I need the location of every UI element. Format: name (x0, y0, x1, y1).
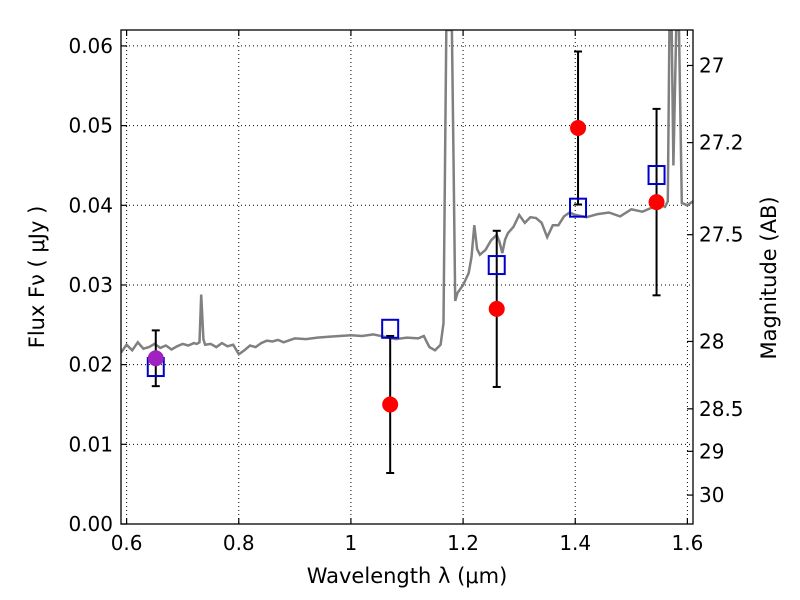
plot-frame (120, 29, 694, 525)
model-spectrum-series (121, 30, 693, 357)
y2-tick-label: 29 (699, 439, 724, 463)
y2-tick-label: 28 (699, 329, 724, 353)
observed-photometry-point (147, 350, 164, 367)
model-photometry-square (381, 318, 400, 339)
observed-photometry-point (488, 300, 505, 317)
observed-photometry-point (570, 120, 587, 137)
model-photometry-square (487, 255, 506, 276)
y-axis-title: Flux Fν ( μJy ) (25, 206, 49, 349)
y2-tick-label: 27 (699, 53, 724, 77)
observed-errorbars (151, 50, 661, 475)
y2-axis-title: Magnitude (AB) (757, 196, 781, 359)
x-tick-label: 1.2 (447, 531, 479, 555)
model-photometry-square (569, 197, 588, 218)
y-tick-label: 0.02 (68, 353, 113, 377)
y-tick-label: 0.01 (68, 432, 113, 456)
y2-tick-label: 27.2 (699, 131, 744, 155)
y2-tick-label: 30 (699, 483, 724, 507)
x-tick-label: 1 (345, 531, 358, 555)
y-tick-label: 0.05 (68, 114, 113, 138)
grid-lines (121, 30, 693, 525)
y-tick-label: 0.06 (68, 34, 113, 58)
x-tick-label: 0.8 (223, 531, 255, 555)
observed-photometry-point (382, 396, 399, 413)
y-tick-label: 0.04 (68, 193, 113, 217)
x-tick-labels: 0.6 0.8 1 1.2 1.4 1.6 (111, 531, 704, 555)
y-tick-label: 0.00 (68, 512, 113, 536)
x-tick-label: 1.6 (671, 531, 703, 555)
y-tick-label: 0.03 (68, 273, 113, 297)
x-axis-title: Wavelength λ (μm) (307, 564, 508, 588)
model-spectrum-line (121, 30, 693, 357)
y2-tick-label: 28.5 (699, 397, 744, 421)
observed-photometry-points (147, 120, 665, 413)
y-tick-labels: 0.00 0.01 0.02 0.03 0.04 0.05 0.06 (68, 34, 113, 536)
axis-ticks (121, 30, 693, 525)
y2-tick-labels: 27 27.2 27.5 28 28.5 29 30 (699, 53, 744, 507)
observed-photometry-point (648, 194, 665, 211)
y2-tick-label: 27.5 (699, 223, 744, 247)
x-tick-label: 1.4 (559, 531, 591, 555)
x-tick-label: 0.6 (111, 531, 143, 555)
model-photometry-square (647, 165, 666, 186)
